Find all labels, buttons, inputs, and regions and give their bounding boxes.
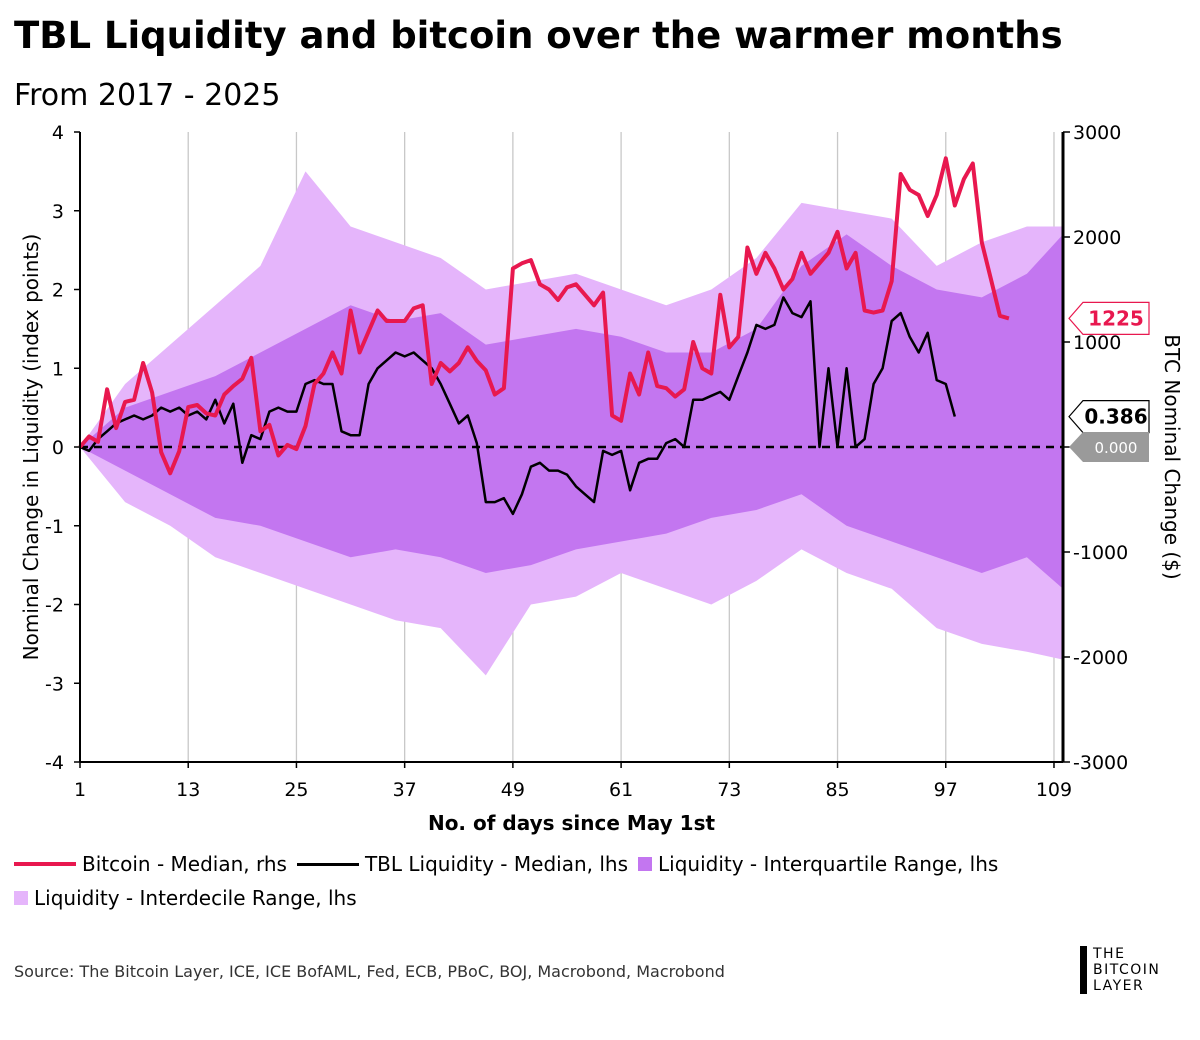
left-tick-label: -4: [45, 752, 64, 774]
left-tick-label: -2: [45, 595, 64, 617]
tbl-liquidity-median-line: [79, 296, 957, 516]
logo-bar: [1080, 946, 1087, 994]
right-axis-title: BTC Nominal Change ($): [1160, 334, 1184, 579]
logo-line-3: LAYER: [1093, 978, 1145, 994]
right-tick-label: 3000: [1073, 122, 1121, 144]
brand-logo: THE BITCOIN LAYER: [1080, 946, 1160, 994]
legend-item-btc: Bitcoin - Median, rhs: [14, 852, 287, 876]
legend-item-tbl: TBL Liquidity - Median, lhs: [296, 852, 628, 876]
logo-line-1: THE: [1093, 946, 1126, 962]
logo-line-2: BITCOIN: [1093, 962, 1161, 978]
right-tick-label: -3000: [1073, 752, 1128, 774]
x-tick-label: 61: [609, 779, 633, 801]
legend-row-1: Bitcoin - Median, rhs TBL Liquidity - Me…: [14, 852, 1008, 876]
legend-label-iqr: Liquidity - Interquartile Range, lhs: [658, 852, 999, 876]
right-tick-label: -2000: [1073, 647, 1128, 669]
left-tick-label: -3: [45, 673, 64, 695]
x-axis-title: No. of days since May 1st: [428, 811, 716, 835]
left-tick-label: -1: [45, 516, 64, 538]
x-tick-label: 97: [934, 779, 958, 801]
legend-label-btc: Bitcoin - Median, rhs: [82, 852, 287, 876]
legend-swatch-btc: [14, 862, 76, 866]
legend-swatch-tbl: [296, 862, 359, 866]
x-tick-label: 13: [176, 779, 200, 801]
legend-label-idr: Liquidity - Interdecile Range, lhs: [34, 886, 357, 910]
legend-row-2: Liquidity - Interdecile Range, lhs: [14, 886, 367, 910]
callout-tbl-last-box: [1068, 400, 1150, 434]
chart-title: TBL Liquidity and bitcoin over the warme…: [14, 14, 1063, 57]
x-tick-label: 25: [284, 779, 308, 801]
callout-zero-label: 0.000: [1095, 439, 1138, 457]
bitcoin-median-line: [78, 156, 1010, 476]
left-tick-label: 4: [52, 122, 64, 144]
legend-swatch-idr: [14, 891, 28, 905]
callout-tbl-last-label: 0.386: [1084, 405, 1147, 429]
legend-label-tbl: TBL Liquidity - Median, lhs: [364, 852, 628, 876]
legend-swatch-iqr: [638, 857, 652, 871]
callout-btc-last-label: 1225: [1088, 306, 1144, 330]
source-note: Source: The Bitcoin Layer, ICE, ICE BofA…: [14, 962, 725, 981]
right-tick-label: 1000: [1073, 332, 1121, 354]
legend-item-idr: Liquidity - Interdecile Range, lhs: [14, 886, 357, 910]
chart-subtitle: From 2017 - 2025: [14, 78, 281, 113]
x-tick-label: 73: [717, 779, 741, 801]
right-tick-label: 2000: [1073, 227, 1121, 249]
legend-item-iqr: Liquidity - Interquartile Range, lhs: [638, 852, 998, 876]
x-tick-label: 37: [393, 779, 417, 801]
x-tick-label: 49: [501, 779, 525, 801]
interquartile-range-band: [80, 234, 1063, 589]
left-tick-label: 0: [52, 437, 64, 459]
callout-btc-last-box: [1068, 301, 1150, 335]
left-tick-label: 1: [52, 358, 64, 380]
left-tick-label: 2: [52, 280, 64, 302]
left-axis-title: Nominal Change in Liquidity (index point…: [19, 234, 43, 661]
x-tick-label: 85: [825, 779, 849, 801]
x-tick-label: 109: [1036, 779, 1072, 801]
x-tick-label: 1: [74, 779, 86, 801]
left-tick-label: 3: [52, 201, 64, 223]
chart-svg: 43210-1-2-3-43000200010000-1000-2000-300…: [19, 122, 1184, 835]
logo-words: THE BITCOIN LAYER: [1093, 946, 1160, 994]
callout-zero-box: [1069, 432, 1149, 462]
right-tick-label: -1000: [1073, 542, 1128, 564]
